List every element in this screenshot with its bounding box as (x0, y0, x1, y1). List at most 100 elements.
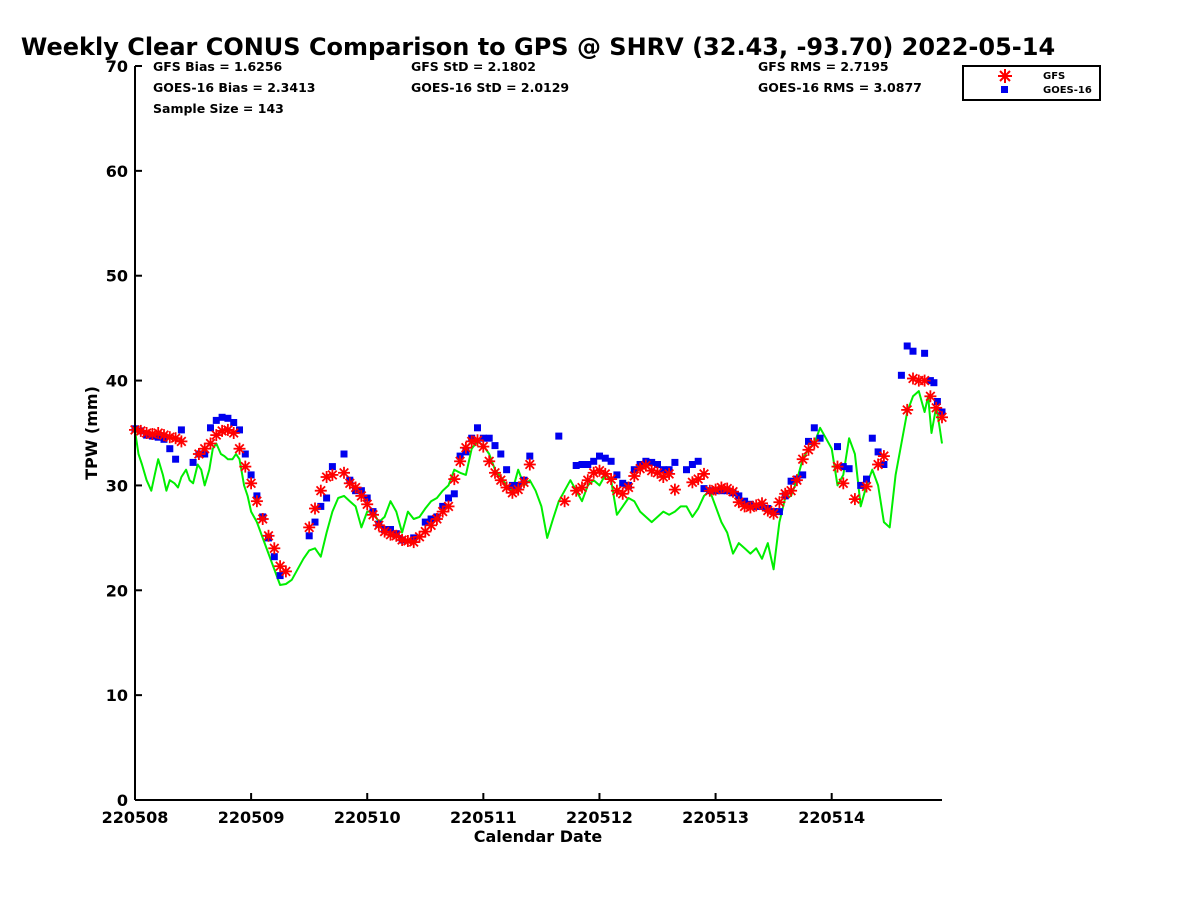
stat-goes-std: GOES-16 StD = 2.0129 (411, 80, 569, 95)
y-tick-label: 10 (106, 686, 128, 705)
gfs-point (512, 483, 525, 496)
goes-point (479, 434, 487, 442)
goes-point (317, 502, 325, 510)
gfs-point (860, 480, 873, 493)
goes-point (497, 450, 505, 458)
gfs-point (256, 513, 269, 525)
stat-goes-bias: GOES-16 Bias = 2.3413 (153, 80, 315, 95)
goes-point (694, 457, 702, 465)
gfs-point (454, 455, 467, 468)
goes-point (491, 442, 499, 450)
gfs-point (489, 466, 501, 479)
x-tick-label: 220511 (450, 808, 517, 827)
goes-point (189, 458, 197, 466)
gfs-point (309, 502, 321, 515)
x-tick-label: 220512 (566, 808, 633, 827)
goes-point (572, 462, 580, 469)
gfs-point (367, 508, 379, 521)
goes-point (177, 426, 185, 434)
gfs-point (918, 374, 931, 387)
x-ticks: 220508 220509 220510 220511 220512 220513 2205… (102, 793, 865, 827)
gfs-point (279, 565, 292, 578)
x-tick-label: 220508 (102, 808, 169, 827)
goes-point (897, 371, 905, 379)
x-tick-label: 220514 (798, 808, 865, 827)
gfs-point (250, 495, 263, 508)
gfs-series-layer (129, 372, 948, 578)
gfs-point (901, 403, 914, 416)
y-tick-label: 20 (106, 581, 128, 600)
goes-point (236, 426, 243, 434)
goes-point (276, 572, 284, 580)
gfs-point (698, 467, 710, 480)
goes-point (166, 445, 174, 453)
gfs-point (430, 513, 443, 525)
y-axis-label: TPW (mm) (82, 386, 101, 480)
y-tick-label: 40 (106, 372, 128, 391)
x-tick-label: 220513 (682, 808, 749, 827)
green-series-line (134, 390, 943, 586)
legend-gfs-label: GFS (1043, 71, 1065, 82)
goes-point (735, 492, 743, 500)
goes-point (578, 461, 586, 468)
gfs-point (848, 493, 861, 506)
gfs-point (790, 474, 803, 487)
goes-point (683, 466, 690, 474)
gfs-point (692, 473, 705, 486)
legend-goes-marker (1001, 86, 1008, 93)
gfs-point (204, 437, 217, 450)
gfs-point (361, 498, 374, 511)
gfs-point (198, 442, 211, 455)
gfs-point (796, 453, 809, 466)
legend-box (962, 65, 1101, 101)
goes-point (584, 461, 592, 468)
y-tick-label: 60 (106, 162, 128, 181)
gfs-point (210, 429, 223, 442)
gfs-point (326, 468, 339, 481)
x-axis-label: Calendar Date (474, 827, 603, 846)
goes-point (799, 471, 807, 479)
gfs-point (268, 542, 281, 555)
goes-point (421, 518, 429, 526)
goes-point (311, 518, 319, 526)
goes-point (700, 485, 708, 493)
gfs-point (355, 489, 368, 502)
goes-point (601, 454, 609, 462)
gfs-point (785, 484, 798, 497)
stat-gfs-std: GFS StD = 2.1802 (411, 59, 536, 74)
goes-point (607, 457, 615, 465)
goes-point (933, 398, 941, 405)
goes-point (508, 481, 516, 489)
goes-point (503, 466, 511, 474)
goes-point (921, 349, 929, 357)
gfs-point (523, 458, 536, 471)
goes-point (775, 508, 783, 516)
gfs-point (349, 481, 362, 494)
goes-series-layer (131, 342, 946, 580)
goes-point (903, 342, 911, 350)
goes-point (485, 434, 493, 442)
goes-point (630, 466, 638, 474)
goes-point (688, 461, 696, 468)
y-tick-label: 30 (106, 476, 128, 495)
goes-point (810, 424, 818, 432)
goes-point (874, 448, 882, 456)
goes-point (305, 532, 313, 540)
stat-gfs-bias: GFS Bias = 1.6256 (153, 59, 283, 74)
y-tick-label: 70 (106, 57, 128, 76)
y-ticks: 0 10 20 30 40 50 60 70 (106, 57, 142, 810)
goes-point (659, 466, 667, 474)
gfs-point (808, 437, 821, 450)
gfs-point (756, 497, 768, 510)
gfs-point (877, 450, 890, 463)
gfs-point (343, 477, 356, 490)
goes-point (805, 437, 812, 445)
goes-point (857, 481, 865, 489)
gfs-point (314, 484, 327, 497)
goes-point (247, 471, 255, 479)
gfs-point (663, 467, 676, 480)
goes-point (909, 347, 917, 355)
goes-point (445, 494, 452, 502)
goes-point (212, 416, 220, 424)
